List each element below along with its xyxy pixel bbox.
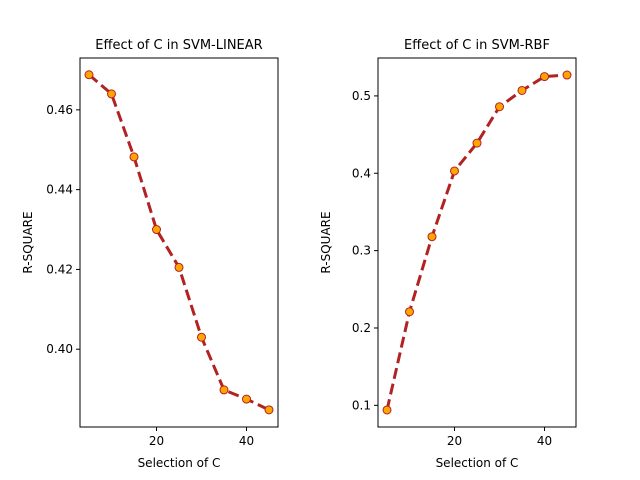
data-point — [495, 102, 504, 112]
chart-title: Effect of C in SVM-RBF — [404, 38, 550, 53]
plot-area — [377, 57, 577, 428]
y-tick-label: 0.46 — [46, 103, 73, 117]
y-tick-label: 0.4 — [352, 166, 371, 180]
x-tick-label: 40 — [537, 434, 552, 448]
data-point — [129, 152, 139, 162]
data-point — [107, 89, 116, 99]
plot-area — [79, 57, 279, 428]
x-tick-label: 20 — [149, 434, 164, 448]
x-axis-label: Selection of C — [138, 456, 221, 470]
data-point — [472, 138, 482, 148]
y-tick-label: 0.5 — [352, 89, 371, 103]
data-point — [84, 70, 94, 80]
data-point — [405, 307, 414, 317]
data-point — [152, 225, 161, 235]
series-line — [385, 73, 568, 411]
y-tick-label: 0.3 — [352, 244, 371, 258]
y-tick-label: 0.2 — [352, 321, 371, 335]
y-tick-label: 0.40 — [46, 342, 73, 356]
data-point — [540, 72, 549, 82]
data-point — [517, 85, 527, 95]
data-point — [382, 405, 392, 415]
data-point — [427, 232, 437, 242]
y-axis-label: R-SQUARE — [21, 211, 35, 273]
data-point — [219, 385, 229, 395]
data-point — [242, 394, 251, 404]
data-point — [197, 332, 206, 342]
y-axis-label: R-SQUARE — [319, 211, 333, 273]
y-tick-label: 0.42 — [46, 262, 73, 276]
chart-2: Effect of C in SVM-RBF 20 40 0.1 0.2 0.3 0.4 0.… — [319, 38, 577, 470]
data-point — [264, 405, 274, 415]
data-point — [450, 166, 459, 176]
x-tick-label: 20 — [447, 434, 462, 448]
y-tick-label: 0.44 — [46, 183, 73, 197]
chart-1: Effect of C in SVM-LINEAR 20 40 0.40 0.42 0.4… — [21, 38, 279, 470]
x-tick-label: 40 — [239, 434, 254, 448]
data-point — [562, 70, 572, 80]
subplots: Effect of C in SVM-LINEAR 20 40 0.40 0.42 0.4… — [21, 38, 577, 470]
chart-title: Effect of C in SVM-LINEAR — [95, 38, 262, 53]
x-axis-label: Selection of C — [436, 456, 519, 470]
data-point — [174, 262, 184, 272]
y-tick-label: 0.1 — [352, 398, 371, 412]
